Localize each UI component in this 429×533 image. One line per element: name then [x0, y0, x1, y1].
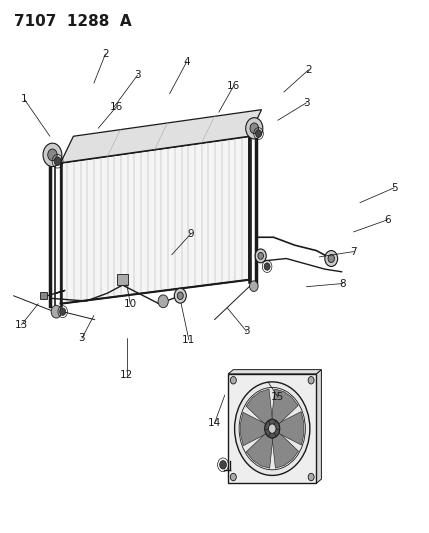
- Text: 14: 14: [208, 418, 221, 429]
- Text: 9: 9: [187, 229, 194, 239]
- Circle shape: [174, 288, 186, 303]
- Polygon shape: [246, 389, 272, 424]
- Polygon shape: [228, 374, 316, 483]
- Circle shape: [48, 149, 57, 161]
- Circle shape: [235, 382, 310, 475]
- Circle shape: [265, 419, 280, 438]
- Polygon shape: [241, 413, 266, 446]
- Circle shape: [269, 424, 276, 433]
- Circle shape: [256, 130, 262, 138]
- Circle shape: [54, 157, 61, 165]
- Circle shape: [158, 295, 168, 308]
- Circle shape: [308, 376, 314, 384]
- Text: 4: 4: [183, 57, 190, 67]
- Polygon shape: [279, 411, 304, 445]
- Circle shape: [258, 253, 263, 260]
- Text: 16: 16: [227, 81, 240, 91]
- Text: 5: 5: [391, 183, 397, 193]
- Circle shape: [250, 281, 258, 292]
- Text: 15: 15: [271, 392, 284, 402]
- Circle shape: [264, 263, 270, 270]
- Text: 8: 8: [339, 279, 346, 288]
- Circle shape: [250, 123, 259, 134]
- Text: 2: 2: [305, 65, 312, 75]
- Text: 11: 11: [182, 335, 196, 345]
- Text: 16: 16: [109, 102, 123, 112]
- Circle shape: [230, 376, 236, 384]
- Polygon shape: [272, 433, 299, 468]
- Text: 1: 1: [21, 94, 27, 104]
- Text: 3: 3: [243, 326, 250, 336]
- Circle shape: [246, 118, 263, 139]
- Bar: [39, 292, 47, 300]
- Text: 3: 3: [303, 98, 310, 108]
- Polygon shape: [316, 369, 321, 483]
- Polygon shape: [60, 110, 262, 163]
- Text: 7107  1288  A: 7107 1288 A: [14, 14, 131, 29]
- Circle shape: [328, 255, 335, 263]
- Text: 3: 3: [79, 333, 85, 343]
- Circle shape: [220, 461, 227, 469]
- Polygon shape: [60, 136, 249, 304]
- Circle shape: [51, 305, 61, 318]
- Polygon shape: [246, 434, 273, 469]
- Text: 2: 2: [102, 49, 109, 59]
- Circle shape: [230, 473, 236, 481]
- Polygon shape: [228, 369, 321, 374]
- Polygon shape: [272, 389, 298, 424]
- Circle shape: [255, 249, 266, 263]
- Bar: [118, 274, 128, 285]
- Circle shape: [325, 251, 338, 266]
- Text: 10: 10: [124, 298, 137, 309]
- Text: 7: 7: [350, 247, 357, 256]
- Circle shape: [177, 292, 183, 300]
- Text: 13: 13: [15, 320, 28, 330]
- Circle shape: [43, 143, 62, 166]
- Text: 12: 12: [120, 370, 133, 381]
- Text: 3: 3: [134, 70, 141, 80]
- Circle shape: [308, 473, 314, 481]
- Text: 6: 6: [384, 215, 391, 225]
- Circle shape: [60, 308, 66, 316]
